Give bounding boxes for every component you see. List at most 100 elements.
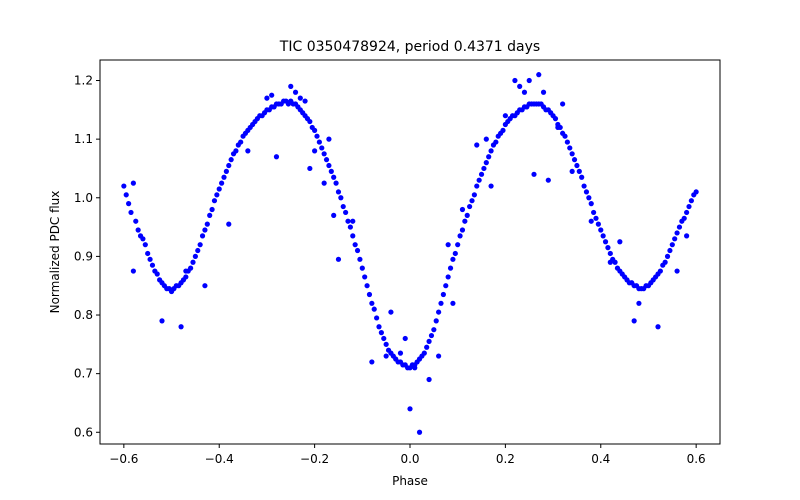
data-point (571, 157, 578, 163)
data-point (445, 274, 451, 280)
data-point (431, 327, 437, 333)
data-point (190, 259, 196, 265)
data-point (133, 218, 139, 224)
data-point (664, 253, 671, 259)
data-point (586, 195, 592, 201)
data-point (598, 227, 604, 233)
data-point (378, 330, 384, 336)
data-point (126, 201, 132, 207)
data-point (545, 177, 551, 183)
data-point (667, 247, 673, 254)
data-point (457, 233, 463, 239)
data-point (388, 309, 394, 315)
data-point (188, 265, 194, 271)
data-point (674, 230, 680, 236)
data-point (636, 300, 642, 306)
data-point (357, 256, 363, 262)
data-point (264, 95, 270, 101)
data-point (526, 77, 532, 84)
data-point (328, 168, 334, 174)
data-point (245, 148, 251, 154)
data-point (159, 318, 165, 324)
data-point (121, 183, 127, 189)
data-point (364, 283, 370, 289)
data-point (459, 227, 466, 233)
data-point (128, 209, 134, 216)
data-point (343, 209, 349, 216)
data-point (335, 189, 342, 195)
data-point (416, 429, 423, 435)
data-point (340, 203, 346, 210)
x-tick-label: 0.2 (496, 452, 515, 466)
data-point (476, 177, 482, 183)
data-point (350, 218, 356, 224)
data-point (350, 233, 356, 239)
data-point (657, 268, 663, 274)
data-point (312, 148, 318, 154)
data-point (536, 72, 542, 78)
data-point (428, 332, 435, 339)
data-point (579, 174, 585, 180)
data-point (447, 265, 454, 271)
x-tick-label: −0.4 (205, 452, 234, 466)
data-point (371, 306, 377, 312)
data-point (326, 136, 332, 142)
data-point (602, 239, 609, 245)
data-point (464, 212, 470, 218)
data-point (374, 315, 380, 321)
data-point (307, 165, 313, 172)
data-point (488, 183, 494, 189)
data-point (319, 145, 325, 151)
data-point (438, 300, 444, 306)
data-point (574, 162, 580, 169)
x-tick-label: −0.6 (109, 452, 138, 466)
data-point (467, 203, 473, 210)
data-point (223, 168, 229, 174)
data-point (581, 183, 587, 189)
data-point (207, 212, 213, 218)
data-point (607, 259, 613, 265)
data-point (335, 256, 342, 262)
data-point (366, 291, 373, 298)
data-point (631, 318, 637, 324)
x-axis-label: Phase (392, 474, 428, 488)
y-tick-label: 1.1 (74, 132, 93, 146)
data-point (488, 148, 494, 154)
data-point (302, 98, 308, 104)
data-point (555, 124, 561, 131)
data-point (672, 236, 678, 242)
data-point (338, 195, 344, 201)
data-point (521, 89, 528, 95)
data-point (197, 242, 203, 248)
data-point (531, 171, 537, 177)
data-point (433, 318, 439, 324)
data-point (221, 174, 227, 180)
data-point (500, 127, 506, 133)
data-point (540, 89, 547, 95)
data-point (147, 256, 153, 262)
data-point (323, 157, 330, 163)
data-point (426, 338, 432, 344)
y-tick-label: 0.8 (74, 308, 93, 322)
data-point (681, 215, 687, 221)
x-tick-label: 0.4 (591, 452, 610, 466)
data-point (607, 250, 613, 257)
data-point (583, 189, 590, 195)
data-point (149, 262, 156, 268)
data-point (199, 233, 206, 239)
x-tick-label: 0.0 (400, 452, 419, 466)
data-point (412, 365, 418, 371)
data-point (486, 154, 492, 160)
data-point (588, 218, 594, 224)
data-point (362, 274, 368, 280)
y-tick-label: 0.6 (74, 425, 93, 439)
data-point (352, 242, 358, 248)
data-point (209, 206, 215, 213)
data-point (192, 253, 198, 259)
data-point (662, 259, 668, 265)
data-point (593, 215, 599, 221)
data-point (440, 291, 446, 298)
data-point (693, 189, 699, 195)
data-point (605, 245, 611, 251)
